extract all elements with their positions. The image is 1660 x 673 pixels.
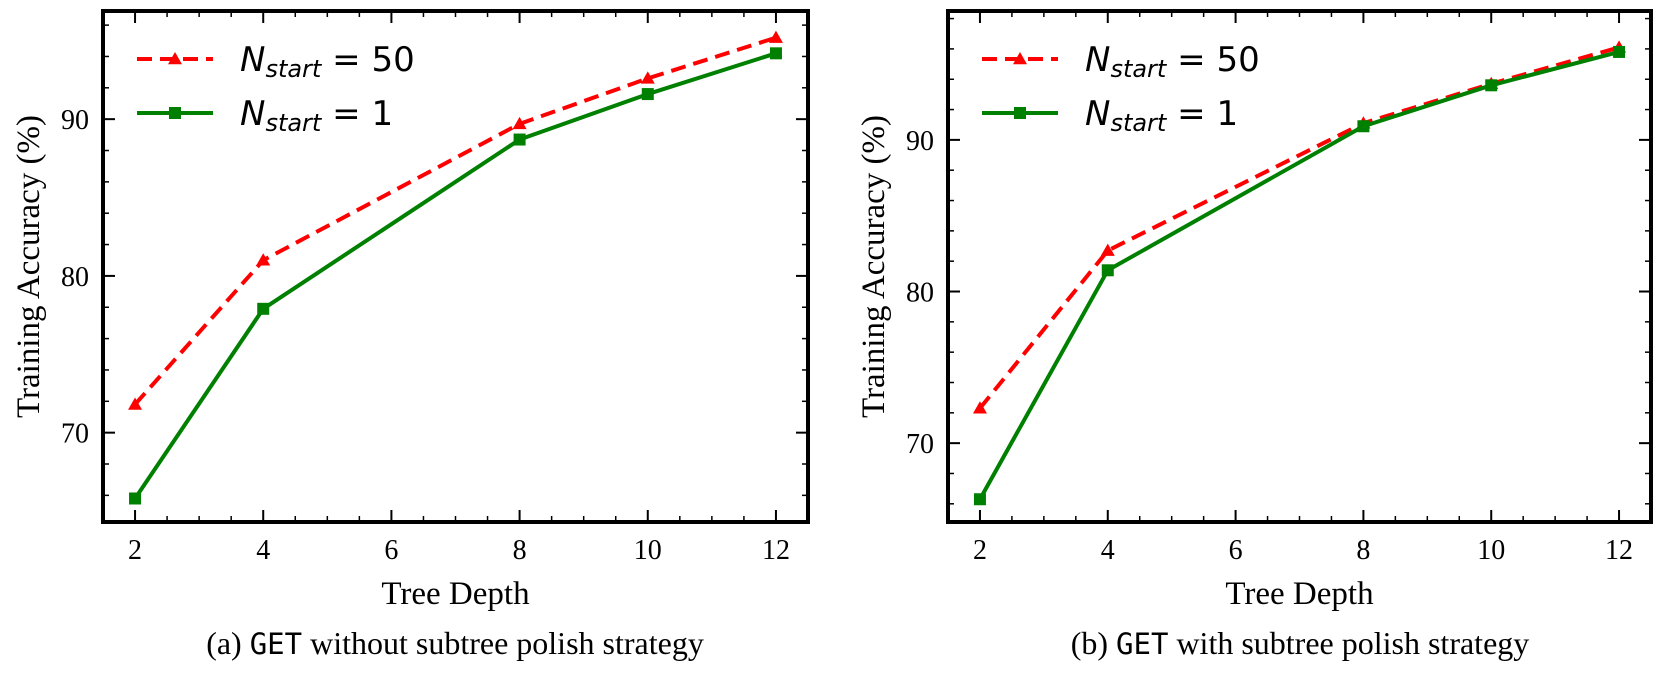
legend-label-main: N [240, 94, 265, 134]
y-axis-label: Training Accuracy (%) [856, 115, 892, 418]
y-tick-label: 90 [906, 126, 934, 157]
x-tick-label: 6 [1229, 535, 1243, 566]
caption-suffix: with subtree polish strategy [1168, 625, 1529, 661]
data-point-square [257, 302, 270, 315]
series-line [978, 45, 1620, 410]
legend-label-value: = 50 [1166, 40, 1259, 80]
legend-marker-triangle [168, 52, 182, 65]
legend-label: Nstart = 1 [1085, 94, 1238, 137]
legend-label-main: N [1085, 40, 1110, 80]
data-point-square [1613, 45, 1626, 58]
legend-marker-square [1014, 107, 1026, 119]
x-tick-label: 8 [513, 535, 527, 566]
x-tick-label: 10 [1477, 535, 1505, 566]
caption-code: GET [250, 627, 302, 661]
series-n-start-50 [972, 40, 1627, 414]
data-point-square [641, 88, 654, 101]
legend-label: Nstart = 50 [1085, 40, 1260, 83]
x-axis-label: Tree Depth [381, 576, 530, 612]
legend-label-value: = 50 [321, 40, 414, 80]
data-point-square [1357, 120, 1370, 133]
legend-label-sub: start [1110, 55, 1167, 83]
data-point-square [973, 493, 986, 506]
series-line [133, 35, 777, 406]
legend-label-sub: start [265, 55, 322, 83]
y-axis-label: Training Accuracy (%) [11, 115, 47, 418]
data-point-triangle [256, 253, 271, 266]
x-tick-label: 2 [128, 535, 142, 566]
data-point-triangle [640, 71, 655, 84]
data-point-square [1485, 79, 1498, 92]
x-tick-label: 4 [256, 535, 270, 566]
x-tick-label: 6 [384, 535, 398, 566]
x-tick-label: 12 [762, 535, 790, 566]
x-tick-label: 8 [1356, 535, 1370, 566]
panel-caption: (a) GET without subtree polish strategy [206, 625, 704, 661]
data-point-square [769, 47, 782, 60]
caption-suffix: without subtree polish strategy [302, 625, 704, 661]
x-tick-label: 4 [1101, 535, 1115, 566]
data-point-triangle [512, 116, 527, 130]
series-n-start-1 [129, 47, 782, 505]
series-n-start-50 [128, 30, 783, 410]
data-point-triangle [1100, 243, 1115, 256]
legend-label: Nstart = 50 [240, 40, 415, 83]
legend-label-sub: start [265, 109, 322, 137]
caption-prefix: (b) [1071, 625, 1116, 661]
panel-caption: (b) GET with subtree polish strategy [1071, 625, 1530, 661]
data-point-triangle [128, 397, 143, 410]
legend-marker-square [169, 107, 181, 119]
legend-label-value: = 1 [1166, 94, 1238, 134]
legend-label-value: = 1 [321, 94, 393, 134]
data-point-triangle [972, 401, 987, 414]
data-point-square [129, 492, 142, 505]
legend-label: Nstart = 1 [240, 94, 393, 137]
data-point-triangle [768, 30, 783, 43]
y-tick-label: 80 [61, 262, 89, 293]
y-tick-label: 70 [61, 419, 89, 450]
x-tick-label: 2 [973, 535, 987, 566]
legend-label-main: N [240, 40, 265, 80]
legend-label-sub: start [1110, 109, 1167, 137]
legend-marker-triangle [1013, 52, 1027, 65]
series-line [133, 51, 777, 500]
x-tick-label: 10 [634, 535, 662, 566]
x-tick-label: 12 [1605, 535, 1633, 566]
series-line [978, 50, 1620, 501]
data-point-square [513, 133, 526, 146]
series-n-start-1 [973, 45, 1626, 506]
plot-frame [946, 9, 1653, 524]
y-tick-label: 70 [906, 429, 934, 460]
x-axis-label: Tree Depth [1225, 576, 1374, 612]
caption-prefix: (a) [206, 625, 250, 661]
data-point-square [1101, 264, 1114, 277]
caption-code: GET [1116, 627, 1168, 661]
plot-frame [101, 9, 810, 524]
legend-label-main: N [1085, 94, 1110, 134]
y-tick-label: 80 [906, 278, 934, 309]
y-tick-label: 90 [61, 105, 89, 136]
